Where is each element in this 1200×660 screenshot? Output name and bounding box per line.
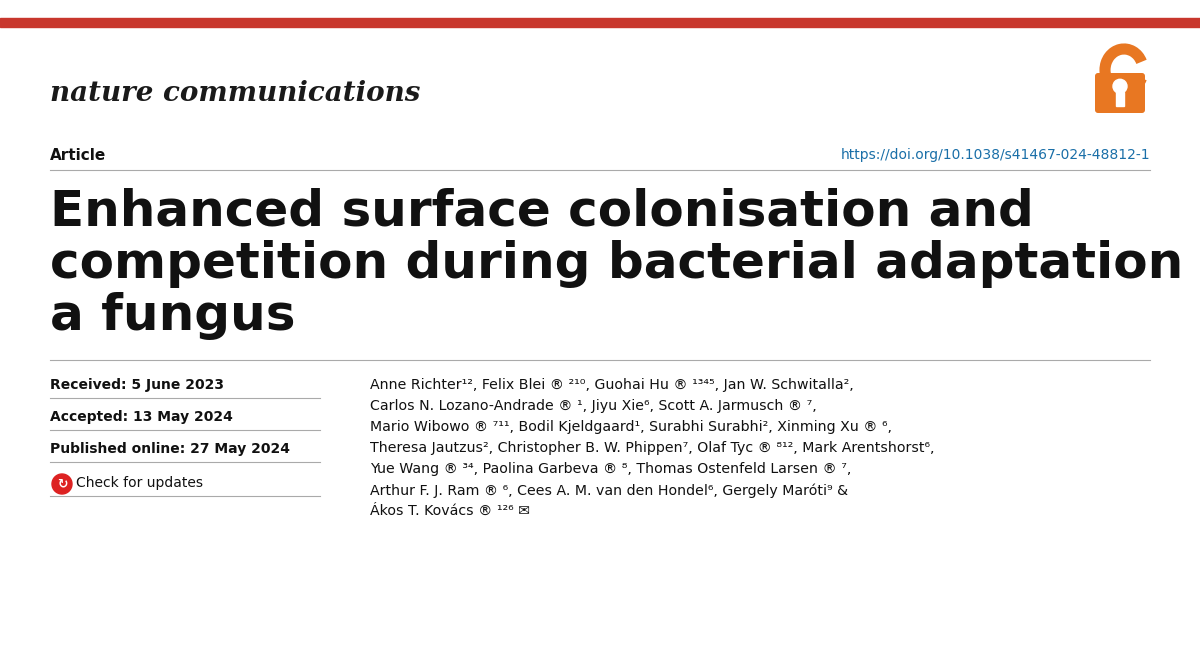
Text: Published online: 27 May 2024: Published online: 27 May 2024 <box>50 442 290 456</box>
Bar <box>1116 92 1124 106</box>
Text: Anne Richter¹², Felix Blei ® ²¹⁰, Guohai Hu ® ¹³⁴⁵, Jan W. Schwitalla²,: Anne Richter¹², Felix Blei ® ²¹⁰, Guohai… <box>370 378 853 392</box>
Text: Theresa Jautzus², Christopher B. W. Phippen⁷, Olaf Tyc ® ⁸¹², Mark Arentshorst⁶,: Theresa Jautzus², Christopher B. W. Phip… <box>370 441 935 455</box>
Text: ↻: ↻ <box>56 477 67 490</box>
Text: Ákos T. Kovács ® ¹²⁶ ✉: Ákos T. Kovács ® ¹²⁶ ✉ <box>370 504 530 518</box>
Text: Check for updates: Check for updates <box>76 476 203 490</box>
Text: Carlos N. Lozano-Andrade ® ¹, Jiyu Xie⁶, Scott A. Jarmusch ® ⁷,: Carlos N. Lozano-Andrade ® ¹, Jiyu Xie⁶,… <box>370 399 817 413</box>
Text: Received: 5 June 2023: Received: 5 June 2023 <box>50 378 224 392</box>
Text: a fungus: a fungus <box>50 292 295 340</box>
Text: Accepted: 13 May 2024: Accepted: 13 May 2024 <box>50 410 233 424</box>
Text: Arthur F. J. Ram ® ⁶, Cees A. M. van den Hondel⁶, Gergely Maróti⁹ &: Arthur F. J. Ram ® ⁶, Cees A. M. van den… <box>370 483 848 498</box>
Text: Mario Wibowo ® ⁷¹¹, Bodil Kjeldgaard¹, Surabhi Surabhi², Xinming Xu ® ⁶,: Mario Wibowo ® ⁷¹¹, Bodil Kjeldgaard¹, S… <box>370 420 892 434</box>
Text: Enhanced surface colonisation and: Enhanced surface colonisation and <box>50 188 1034 236</box>
Circle shape <box>1114 79 1127 93</box>
Text: competition during bacterial adaptation to: competition during bacterial adaptation … <box>50 240 1200 288</box>
Text: Yue Wang ® ³⁴, Paolina Garbeva ® ⁸, Thomas Ostenfeld Larsen ® ⁷,: Yue Wang ® ³⁴, Paolina Garbeva ® ⁸, Thom… <box>370 462 851 476</box>
Bar <box>0 18 1200 27</box>
Circle shape <box>52 474 72 494</box>
Text: nature communications: nature communications <box>50 80 420 107</box>
Text: https://doi.org/10.1038/s41467-024-48812-1: https://doi.org/10.1038/s41467-024-48812… <box>840 148 1150 162</box>
Text: Article: Article <box>50 148 107 163</box>
FancyBboxPatch shape <box>1096 73 1145 113</box>
